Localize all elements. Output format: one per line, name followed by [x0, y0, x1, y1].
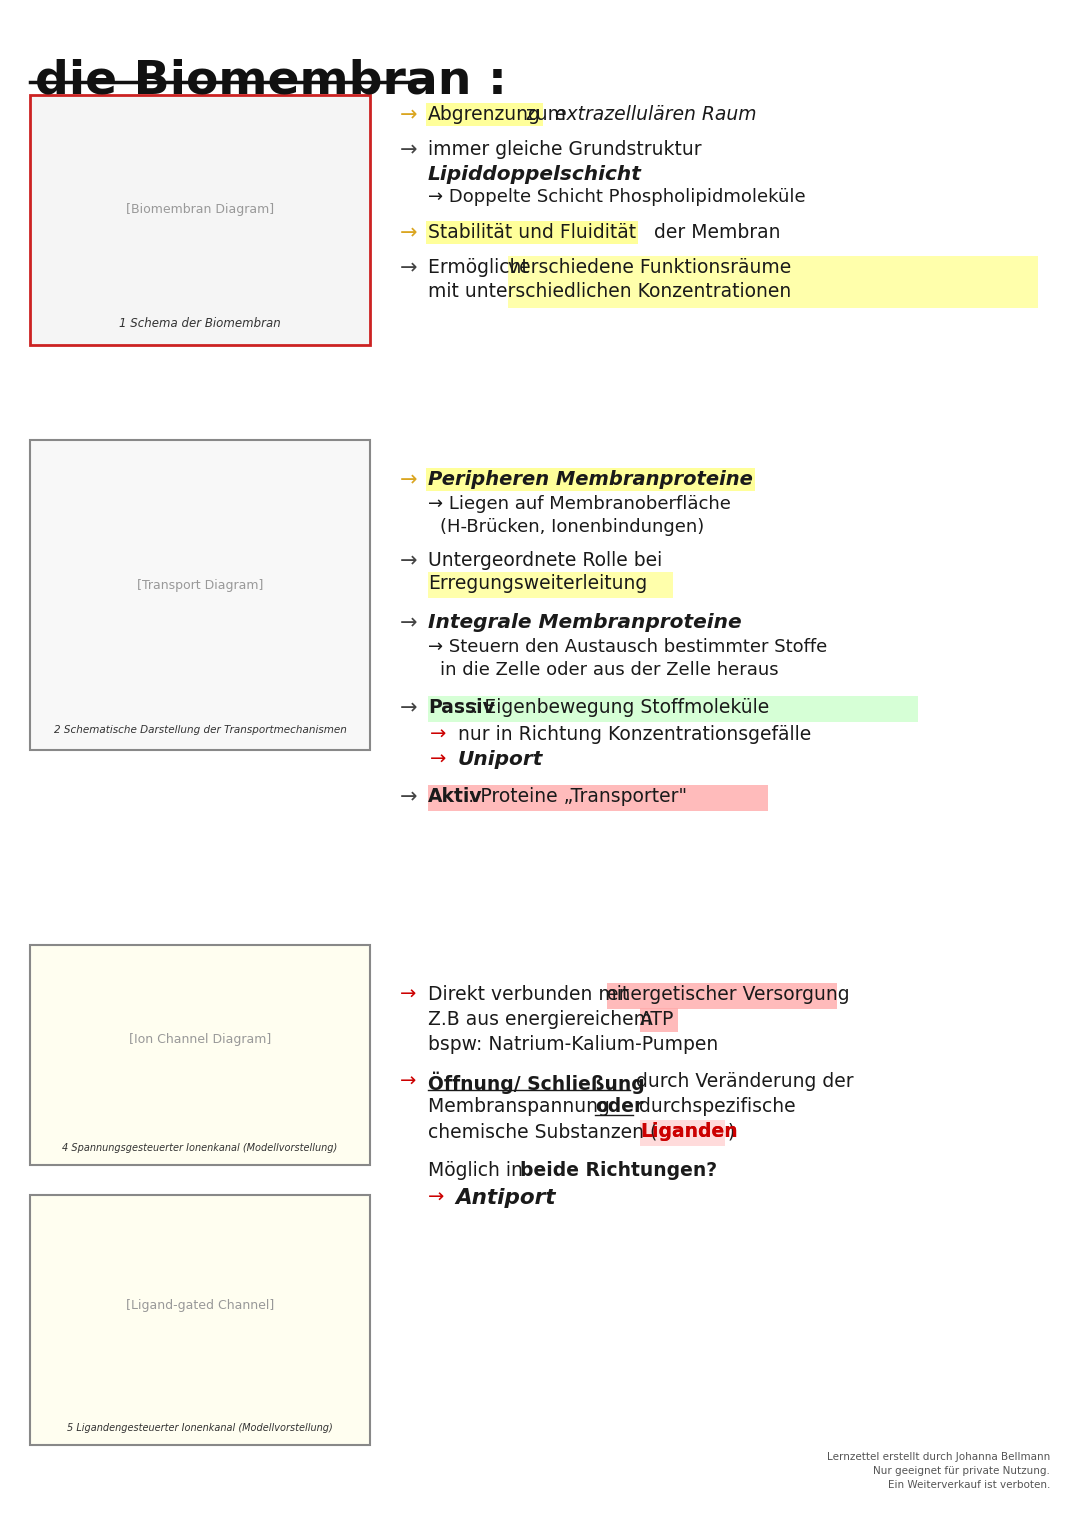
Text: →: →: [400, 786, 418, 806]
FancyBboxPatch shape: [508, 257, 1038, 308]
Text: [Ligand-gated Channel]: [Ligand-gated Channel]: [126, 1298, 274, 1312]
Text: Lernzettel erstellt durch Johanna Bellmann
Nur geeignet für private Nutzung.
Ein: Lernzettel erstellt durch Johanna Bellma…: [827, 1452, 1050, 1490]
Text: : Eigenbewegung Stoffmoleküle: : Eigenbewegung Stoffmoleküle: [472, 698, 769, 718]
Text: die Biomembran :: die Biomembran :: [35, 58, 507, 102]
Text: der Membran: der Membran: [648, 223, 781, 241]
Text: Untergeordnete Rolle bei: Untergeordnete Rolle bei: [428, 551, 662, 570]
Text: Membranspannung: Membranspannung: [428, 1096, 616, 1116]
Text: bspw: Natrium-Kalium-Pumpen: bspw: Natrium-Kalium-Pumpen: [428, 1035, 718, 1054]
FancyBboxPatch shape: [428, 573, 673, 599]
Text: Lipiddoppelschicht: Lipiddoppelschicht: [428, 165, 642, 183]
Text: ATP: ATP: [640, 1009, 674, 1029]
Text: Antiport: Antiport: [455, 1188, 555, 1208]
Text: verschiedene Funktionsräume: verschiedene Funktionsräume: [508, 258, 792, 276]
Text: Liganden: Liganden: [640, 1122, 738, 1141]
Text: →: →: [400, 258, 418, 278]
Text: durch Veränderung der: durch Veränderung der: [630, 1072, 853, 1090]
Text: →: →: [400, 105, 418, 125]
Text: →: →: [400, 140, 418, 160]
Text: (H-Brücken, Ionenbindungen): (H-Brücken, Ionenbindungen): [440, 518, 704, 536]
Text: 1 Schema der Biomembran: 1 Schema der Biomembran: [119, 318, 281, 330]
Text: 4 Spannungsgesteuerter Ionenkanal (Modellvorstellung): 4 Spannungsgesteuerter Ionenkanal (Model…: [63, 1144, 338, 1153]
Text: →: →: [400, 698, 418, 718]
Text: Abgrenzung: Abgrenzung: [428, 105, 541, 124]
Text: →: →: [400, 612, 418, 634]
Text: Peripheren Membranproteine: Peripheren Membranproteine: [428, 470, 753, 489]
Text: →: →: [400, 551, 418, 571]
Text: →: →: [400, 470, 418, 490]
Text: beide Richtungen?: beide Richtungen?: [519, 1161, 717, 1180]
Text: Aktiv: Aktiv: [428, 786, 483, 806]
Text: Passiv: Passiv: [428, 698, 495, 718]
Text: →: →: [430, 750, 446, 770]
Text: Uniport: Uniport: [458, 750, 543, 770]
Text: Ermöglicht: Ermöglicht: [428, 258, 535, 276]
FancyBboxPatch shape: [640, 1008, 678, 1032]
Text: in die Zelle oder aus der Zelle heraus: in die Zelle oder aus der Zelle heraus: [440, 661, 779, 680]
Text: Integrale Membranproteine: Integrale Membranproteine: [428, 612, 742, 632]
Text: →: →: [400, 1072, 417, 1090]
Text: nur in Richtung Konzentrationsgefälle: nur in Richtung Konzentrationsgefälle: [458, 725, 811, 744]
Text: energetischer Versorgung: energetischer Versorgung: [607, 985, 850, 1003]
Text: [Transport Diagram]: [Transport Diagram]: [137, 579, 264, 591]
Text: ): ): [728, 1122, 735, 1141]
Text: Erregungsweiterleitung: Erregungsweiterleitung: [428, 574, 647, 592]
Text: Öffnung/ Schließung: Öffnung/ Schließung: [428, 1072, 645, 1095]
Text: Möglich in: Möglich in: [428, 1161, 529, 1180]
Text: →: →: [400, 985, 417, 1003]
Text: chemische Substanzen (: chemische Substanzen (: [428, 1122, 658, 1141]
FancyBboxPatch shape: [30, 440, 370, 750]
FancyBboxPatch shape: [30, 95, 370, 345]
Text: [Biomembran Diagram]: [Biomembran Diagram]: [126, 203, 274, 217]
Text: Z.B aus energiereichem: Z.B aus energiereichem: [428, 1009, 658, 1029]
Text: →: →: [400, 223, 418, 243]
FancyBboxPatch shape: [428, 785, 768, 811]
Text: → Liegen auf Membranoberfläche: → Liegen auf Membranoberfläche: [428, 495, 731, 513]
Text: 5 Ligandengesteuerter Ionenkanal (Modellvorstellung): 5 Ligandengesteuerter Ionenkanal (Modell…: [67, 1423, 333, 1432]
Text: oder: oder: [595, 1096, 644, 1116]
Text: → Doppelte Schicht Phospholipidmoleküle: → Doppelte Schicht Phospholipidmoleküle: [428, 188, 806, 206]
Text: mit unterschiedlichen Konzentrationen: mit unterschiedlichen Konzentrationen: [428, 282, 792, 301]
Text: [Ion Channel Diagram]: [Ion Channel Diagram]: [129, 1034, 271, 1046]
Text: Direkt verbunden mit: Direkt verbunden mit: [428, 985, 635, 1003]
Text: immer gleiche Grundstruktur: immer gleiche Grundstruktur: [428, 140, 702, 159]
Text: durchspezifische: durchspezifische: [633, 1096, 796, 1116]
Text: →: →: [428, 1188, 444, 1206]
Text: →: →: [430, 725, 446, 744]
Text: : Proteine „Transporter": : Proteine „Transporter": [468, 786, 687, 806]
Text: Stabilität und Fluidität: Stabilität und Fluidität: [428, 223, 636, 241]
FancyBboxPatch shape: [30, 1196, 370, 1445]
Text: zum: zum: [519, 105, 572, 124]
Text: extrazellulären Raum: extrazellulären Raum: [555, 105, 756, 124]
Text: 2 Schematische Darstellung der Transportmechanismen: 2 Schematische Darstellung der Transport…: [54, 725, 347, 734]
FancyBboxPatch shape: [30, 945, 370, 1165]
FancyBboxPatch shape: [607, 983, 837, 1009]
Text: Liganden: Liganden: [640, 1122, 738, 1141]
FancyBboxPatch shape: [640, 1119, 725, 1145]
Text: → Steuern den Austausch bestimmter Stoffe: → Steuern den Austausch bestimmter Stoff…: [428, 638, 827, 657]
FancyBboxPatch shape: [428, 696, 918, 722]
